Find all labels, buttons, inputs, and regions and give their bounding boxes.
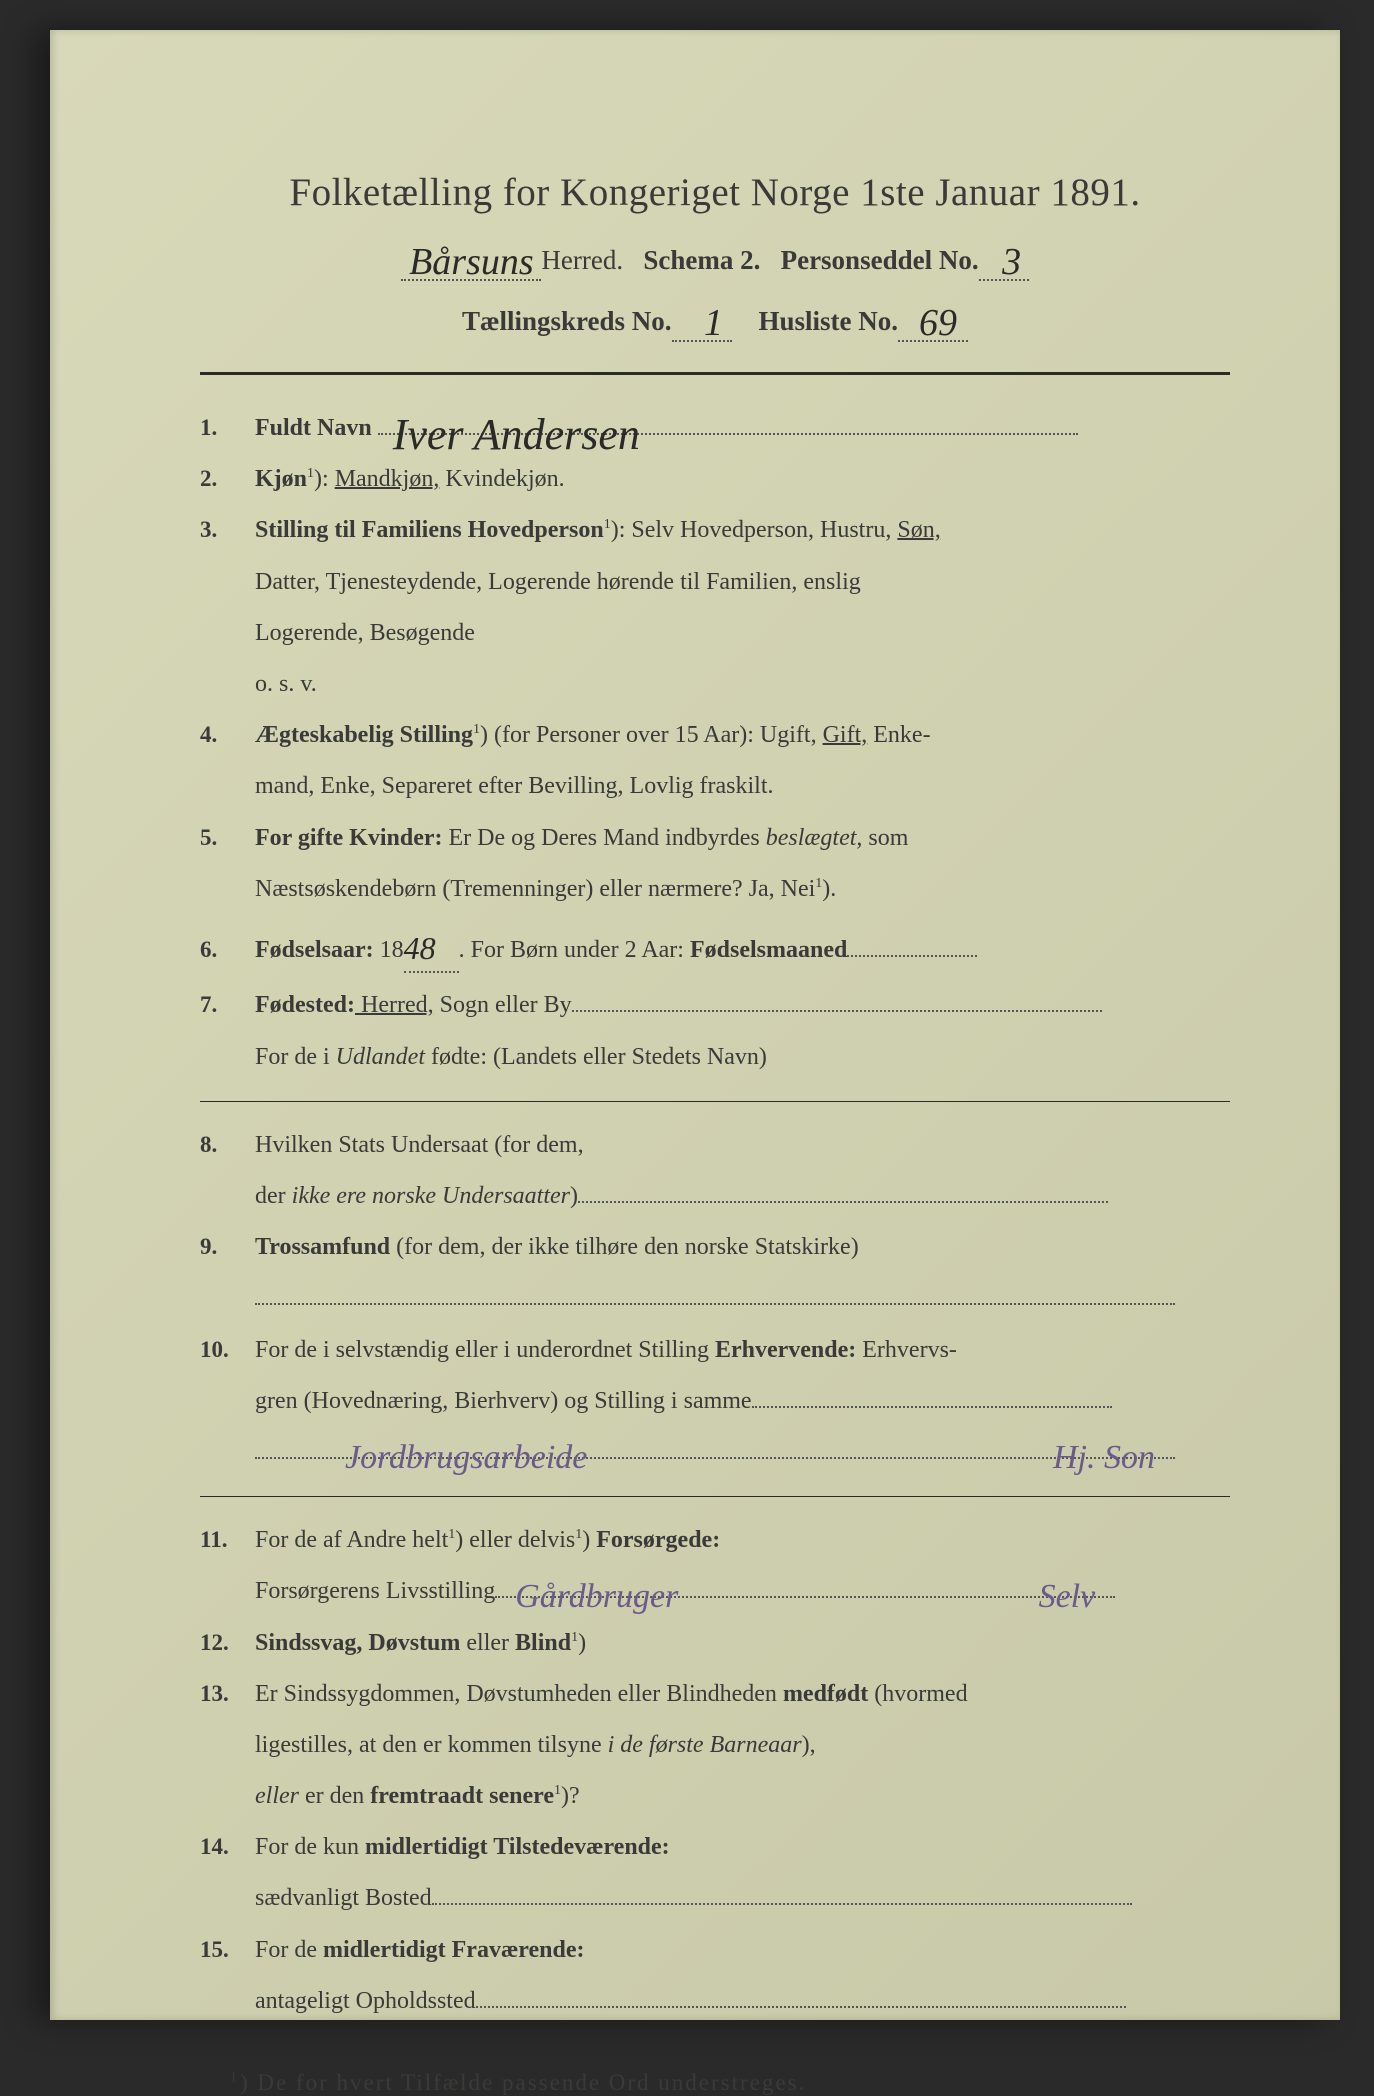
item-content: For gifte Kvinder: Er De og Deres Mand i… <box>255 820 1230 857</box>
item-11-cont: Forsørgerens Livsstilling Gårdbruger Sel… <box>255 1573 1230 1610</box>
item-num: 15. <box>200 1932 255 1968</box>
item-15-cont: antageligt Opholdssted <box>255 1983 1230 2020</box>
item-5: 5. For gifte Kvinder: Er De og Deres Man… <box>200 820 1230 857</box>
section-divider <box>200 1101 1230 1102</box>
item-4-cont: mand, Enke, Separeret efter Bevilling, L… <box>255 768 1230 805</box>
section-divider <box>200 1496 1230 1497</box>
item-13-cont: ligestilles, at den er kommen tilsyne i … <box>255 1727 1230 1764</box>
item-num: 14. <box>200 1829 255 1865</box>
item-5-cont: Næstsøskendebørn (Tremenninger) eller næ… <box>255 871 1230 908</box>
birth-year: 48 <box>404 930 436 966</box>
provider-value: Gårdbruger <box>515 1571 678 1624</box>
taellingskreds-value: 1 <box>704 302 723 344</box>
footnote: 1) De for hvert Tilfælde passende Ord un… <box>200 2070 1230 2096</box>
item-content: For de i selvstændig eller i underordnet… <box>255 1332 1230 1369</box>
item-content: Fuldt Navn Iver Andersen <box>255 410 1230 447</box>
item-num: 4. <box>200 717 255 753</box>
item-content: Hvilken Stats Undersaat (for dem, <box>255 1127 1230 1164</box>
taellingskreds-label: Tællingskreds No. <box>462 306 672 336</box>
husliste-value: 69 <box>919 302 957 344</box>
item-15: 15. For de midlertidigt Fraværende: <box>200 1932 1230 1969</box>
item-12: 12. Sindssvag, Døvstum eller Blind1) <box>200 1625 1230 1662</box>
item-7: 7. Fødested: Herred, Sogn eller By <box>200 987 1230 1024</box>
occupation-value2: Hj. Son <box>1053 1432 1155 1485</box>
item-14-cont: sædvanligt Bosted <box>255 1880 1230 1917</box>
item-3-cont: o. s. v. <box>255 666 1230 703</box>
item-content: Sindssvag, Døvstum eller Blind1) <box>255 1625 1230 1662</box>
subtitle-row-2: Tællingskreds No. 1 Husliste No. 69 <box>200 296 1230 342</box>
item-content: Stilling til Familiens Hovedperson1): Se… <box>255 512 1230 549</box>
item-num: 7. <box>200 987 255 1023</box>
form-list: 1. Fuldt Navn Iver Andersen 2. Kjøn1): M… <box>200 410 1230 2020</box>
item-num: 12. <box>200 1625 255 1661</box>
main-title: Folketælling for Kongeriget Norge 1ste J… <box>200 170 1230 215</box>
item-10: 10. For de i selvstændig eller i underor… <box>200 1332 1230 1369</box>
item-8-cont: der ikke ere norske Undersaatter) <box>255 1178 1230 1215</box>
item-10-cont: gren (Hovednæring, Bierhverv) og Stillin… <box>255 1383 1230 1420</box>
item-8: 8. Hvilken Stats Undersaat (for dem, <box>200 1127 1230 1164</box>
item-num: 13. <box>200 1676 255 1712</box>
item-content: Fødselsaar: 1848. For Børn under 2 Aar: … <box>255 922 1230 974</box>
item-content: Trossamfund (for dem, der ikke tilhøre d… <box>255 1229 1230 1266</box>
item-9-cont <box>255 1280 1230 1317</box>
personseddel-label: Personseddel No. <box>781 245 979 275</box>
item-num: 8. <box>200 1127 255 1163</box>
herred-label: Herred. <box>541 245 623 275</box>
husliste-label: Husliste No. <box>759 306 899 336</box>
item-3: 3. Stilling til Familiens Hovedperson1):… <box>200 512 1230 549</box>
header-divider <box>200 372 1230 375</box>
item-14: 14. For de kun midlertidigt Tilstedevære… <box>200 1829 1230 1866</box>
herred-value: Bårsuns <box>409 241 534 283</box>
item-num: 10. <box>200 1332 255 1368</box>
schema-label: Schema 2. <box>643 245 760 275</box>
document-page: Folketælling for Kongeriget Norge 1ste J… <box>50 30 1340 2020</box>
item-6: 6. Fødselsaar: 1848. For Børn under 2 Aa… <box>200 922 1230 974</box>
item-3-cont: Logerende, Besøgende <box>255 615 1230 652</box>
item-1: 1. Fuldt Navn Iver Andersen <box>200 410 1230 447</box>
item-num: 6. <box>200 932 255 968</box>
item-10-val: Jordbrugsarbeide Hj. Son <box>255 1434 1230 1471</box>
provider-value2: Selv <box>1039 1571 1096 1624</box>
item-content: Fødested: Herred, Sogn eller By <box>255 987 1230 1024</box>
item-content: Er Sindssygdommen, Døvstumheden eller Bl… <box>255 1676 1230 1713</box>
item-num: 11. <box>200 1522 255 1558</box>
item-2: 2. Kjøn1): Mandkjøn, Kvindekjøn. <box>200 461 1230 498</box>
personseddel-value: 3 <box>1002 241 1021 283</box>
item-13: 13. Er Sindssygdommen, Døvstumheden elle… <box>200 1676 1230 1713</box>
item-3-cont: Datter, Tjenesteydende, Logerende hørend… <box>255 564 1230 601</box>
item-content: For de kun midlertidigt Tilstedeværende: <box>255 1829 1230 1866</box>
item-11: 11. For de af Andre helt1) eller delvis1… <box>200 1522 1230 1559</box>
item-num: 3. <box>200 512 255 548</box>
document-header: Folketælling for Kongeriget Norge 1ste J… <box>200 170 1230 342</box>
item-content: Ægteskabelig Stilling1) (for Personer ov… <box>255 717 1230 754</box>
item-num: 2. <box>200 461 255 497</box>
item-num: 9. <box>200 1229 255 1265</box>
item-content: For de af Andre helt1) eller delvis1) Fo… <box>255 1522 1230 1559</box>
item-9: 9. Trossamfund (for dem, der ikke tilhør… <box>200 1229 1230 1266</box>
subtitle-row-1: BårsunsHerred. Schema 2. Personseddel No… <box>200 235 1230 281</box>
item-13-cont: eller er den fremtraadt senere1)? <box>255 1778 1230 1815</box>
item-num: 5. <box>200 820 255 856</box>
name-value: Iver Andersen <box>393 401 640 469</box>
item-num: 1. <box>200 410 255 446</box>
item-7-cont: For de i Udlandet fødte: (Landets eller … <box>255 1039 1230 1076</box>
item-4: 4. Ægteskabelig Stilling1) (for Personer… <box>200 717 1230 754</box>
item-content: For de midlertidigt Fraværende: <box>255 1932 1230 1969</box>
occupation-value: Jordbrugsarbeide <box>345 1432 587 1485</box>
